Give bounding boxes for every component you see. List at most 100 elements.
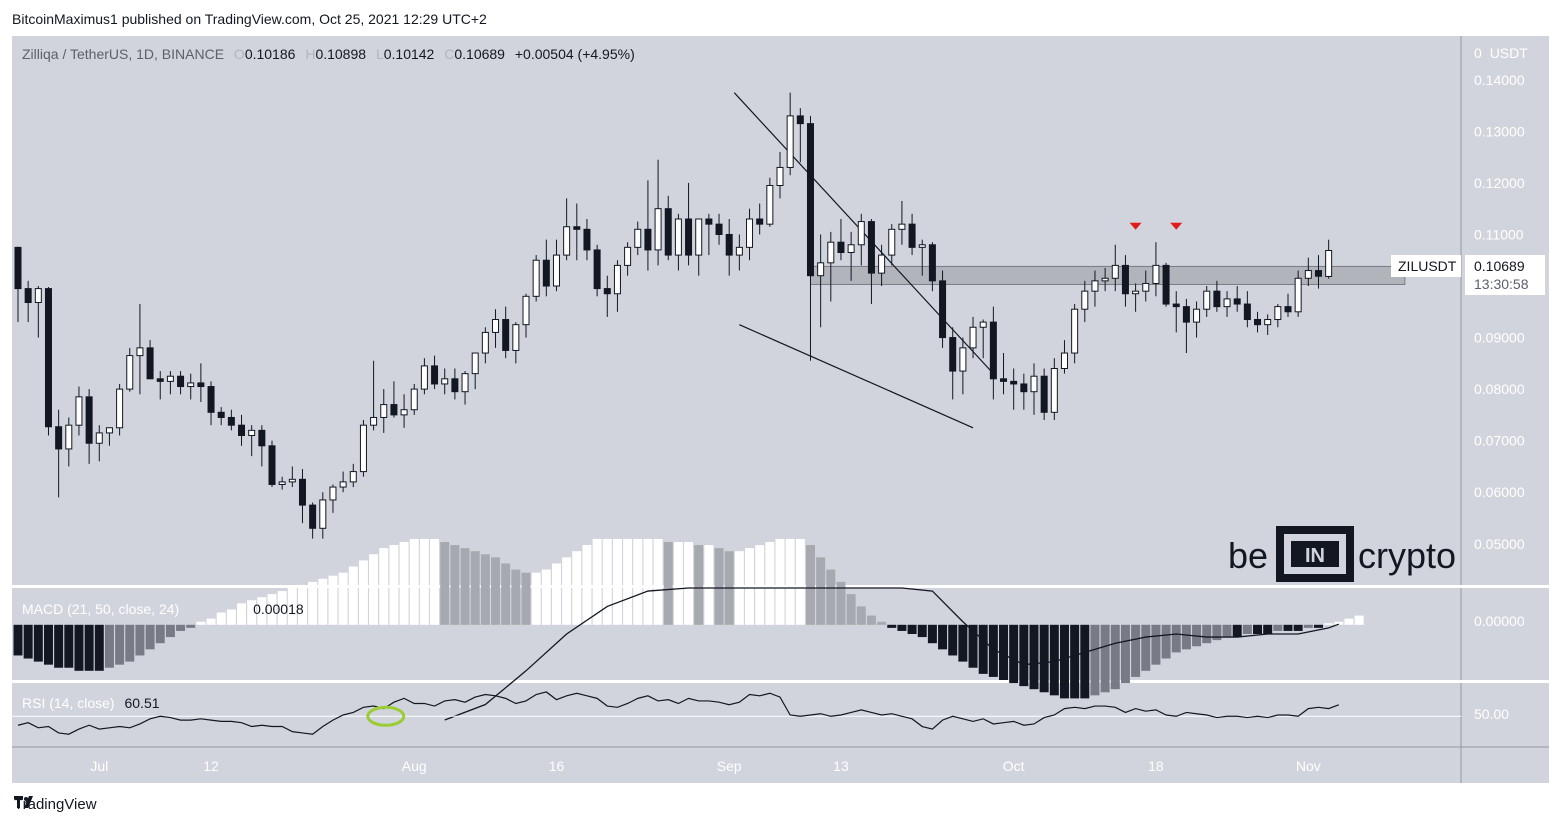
- candle-down: [156, 378, 164, 382]
- change-value: +0.00504 (+4.95%): [515, 46, 635, 62]
- macd-histogram-bar: [470, 551, 480, 625]
- macd-histogram-bar: [612, 538, 622, 625]
- candle-up: [248, 429, 256, 437]
- rsi-pane[interactable]: [12, 683, 1461, 747]
- candle-down: [431, 365, 439, 385]
- candle-up: [888, 228, 896, 256]
- candle-up: [34, 288, 42, 304]
- candle-up: [1091, 280, 1099, 292]
- macd-histogram-bar: [74, 624, 84, 671]
- candle-up: [766, 184, 774, 225]
- macd-histogram-bar: [846, 594, 856, 625]
- macd-histogram-bar: [897, 624, 907, 631]
- candle-up: [918, 244, 926, 248]
- candle-up: [1071, 308, 1079, 354]
- macd-histogram-bar: [1232, 624, 1242, 638]
- macd-histogram-bar: [805, 545, 815, 625]
- candle-down: [644, 228, 652, 251]
- macd-histogram-bar: [1080, 624, 1090, 699]
- candle-down: [1243, 303, 1251, 321]
- candle-down: [390, 404, 398, 416]
- candle-up: [166, 375, 174, 382]
- candle-down: [806, 123, 814, 277]
- rsi-level-label: 50.00: [1474, 706, 1509, 722]
- macd-histogram-bar: [125, 624, 135, 662]
- candle-up: [969, 326, 977, 349]
- macd-histogram-bar: [1212, 624, 1222, 641]
- time-tick-label: Jul: [90, 758, 108, 774]
- macd-histogram-bar: [165, 624, 175, 638]
- macd-histogram-bar: [999, 624, 1009, 680]
- macd-histogram-bar: [866, 615, 876, 625]
- candle-down: [664, 208, 672, 256]
- price-pane[interactable]: [12, 36, 1461, 585]
- macd-histogram-bar: [968, 624, 978, 668]
- watermark-in: IN: [1305, 545, 1325, 567]
- trendline: [739, 324, 974, 429]
- candle-up: [65, 424, 73, 450]
- macd-histogram-bar: [115, 624, 125, 665]
- candle-down: [542, 259, 550, 287]
- price-tick-label: 0.09000: [1474, 330, 1525, 346]
- macd-zero-label: 0.00000: [1474, 613, 1525, 629]
- macd-histogram-bar: [501, 563, 511, 625]
- macd-histogram-bar: [643, 538, 653, 625]
- symbol-legend: Zilliqa / TetherUS, 1D, BINANCE: [22, 46, 224, 62]
- candle-up: [563, 226, 571, 256]
- candle-up: [898, 223, 906, 230]
- macd-histogram-bar: [1222, 624, 1232, 638]
- price-axis[interactable]: [1461, 36, 1549, 783]
- candle-down: [197, 382, 205, 388]
- macd-histogram-bar: [1059, 624, 1069, 699]
- candle-down: [1020, 383, 1028, 393]
- close-value: 0.10689: [454, 46, 505, 62]
- candle-up: [461, 373, 469, 393]
- macd-histogram-bar: [1161, 624, 1171, 659]
- tradingview-footer[interactable]: TradingView: [14, 796, 97, 813]
- macd-value: 0.00018: [253, 601, 304, 617]
- macd-histogram-bar: [13, 624, 23, 656]
- macd-histogram-bar: [1120, 624, 1130, 684]
- macd-histogram-bar: [64, 624, 74, 668]
- watermark-crypto: crypto: [1358, 535, 1456, 576]
- macd-histogram-bar: [186, 624, 196, 628]
- macd-histogram-bar: [216, 612, 226, 625]
- price-tick-label: 0.06000: [1474, 484, 1525, 500]
- candle-up: [349, 471, 357, 483]
- macd-histogram-bar: [1303, 624, 1313, 628]
- candle-up: [654, 208, 662, 251]
- rsi-value: 60.51: [124, 695, 159, 711]
- candle-up: [319, 499, 327, 529]
- macd-histogram-bar: [572, 551, 582, 625]
- macd-histogram-bar: [938, 624, 948, 650]
- candle-up: [827, 241, 835, 264]
- macd-histogram-bar: [1131, 624, 1141, 677]
- rsi-label: RSI (14, close): [22, 695, 115, 711]
- candle-down: [867, 221, 875, 274]
- time-axis[interactable]: [12, 747, 1461, 783]
- candle-up: [746, 218, 754, 248]
- chart-frame[interactable]: 0.050000.060000.070000.080000.090000.100…: [12, 36, 1549, 783]
- macd-histogram-bar: [1009, 624, 1019, 684]
- macd-histogram-bar: [348, 566, 358, 625]
- macd-histogram-bar: [277, 591, 287, 625]
- candle-up: [847, 244, 855, 254]
- macd-histogram-bar: [379, 548, 389, 625]
- macd-histogram-bar: [94, 624, 104, 671]
- macd-histogram-bar: [541, 569, 551, 625]
- candle-up: [471, 352, 479, 375]
- macd-histogram-bar: [399, 542, 409, 625]
- macd-histogram-bar: [287, 588, 297, 625]
- candle-down: [989, 321, 997, 380]
- macd-histogram-bar: [1019, 624, 1029, 687]
- macd-histogram-bar: [460, 548, 470, 625]
- candle-up: [95, 432, 103, 444]
- candle-down: [1284, 306, 1292, 313]
- macd-histogram-bar: [1242, 624, 1252, 634]
- chart-canvas[interactable]: 0.050000.060000.070000.080000.090000.100…: [12, 36, 1549, 783]
- macd-histogram-bar: [328, 575, 338, 625]
- time-tick-label: 16: [549, 758, 565, 774]
- candle-down: [238, 424, 246, 437]
- macd-histogram-bar: [602, 538, 612, 625]
- macd-histogram-bar: [318, 578, 328, 625]
